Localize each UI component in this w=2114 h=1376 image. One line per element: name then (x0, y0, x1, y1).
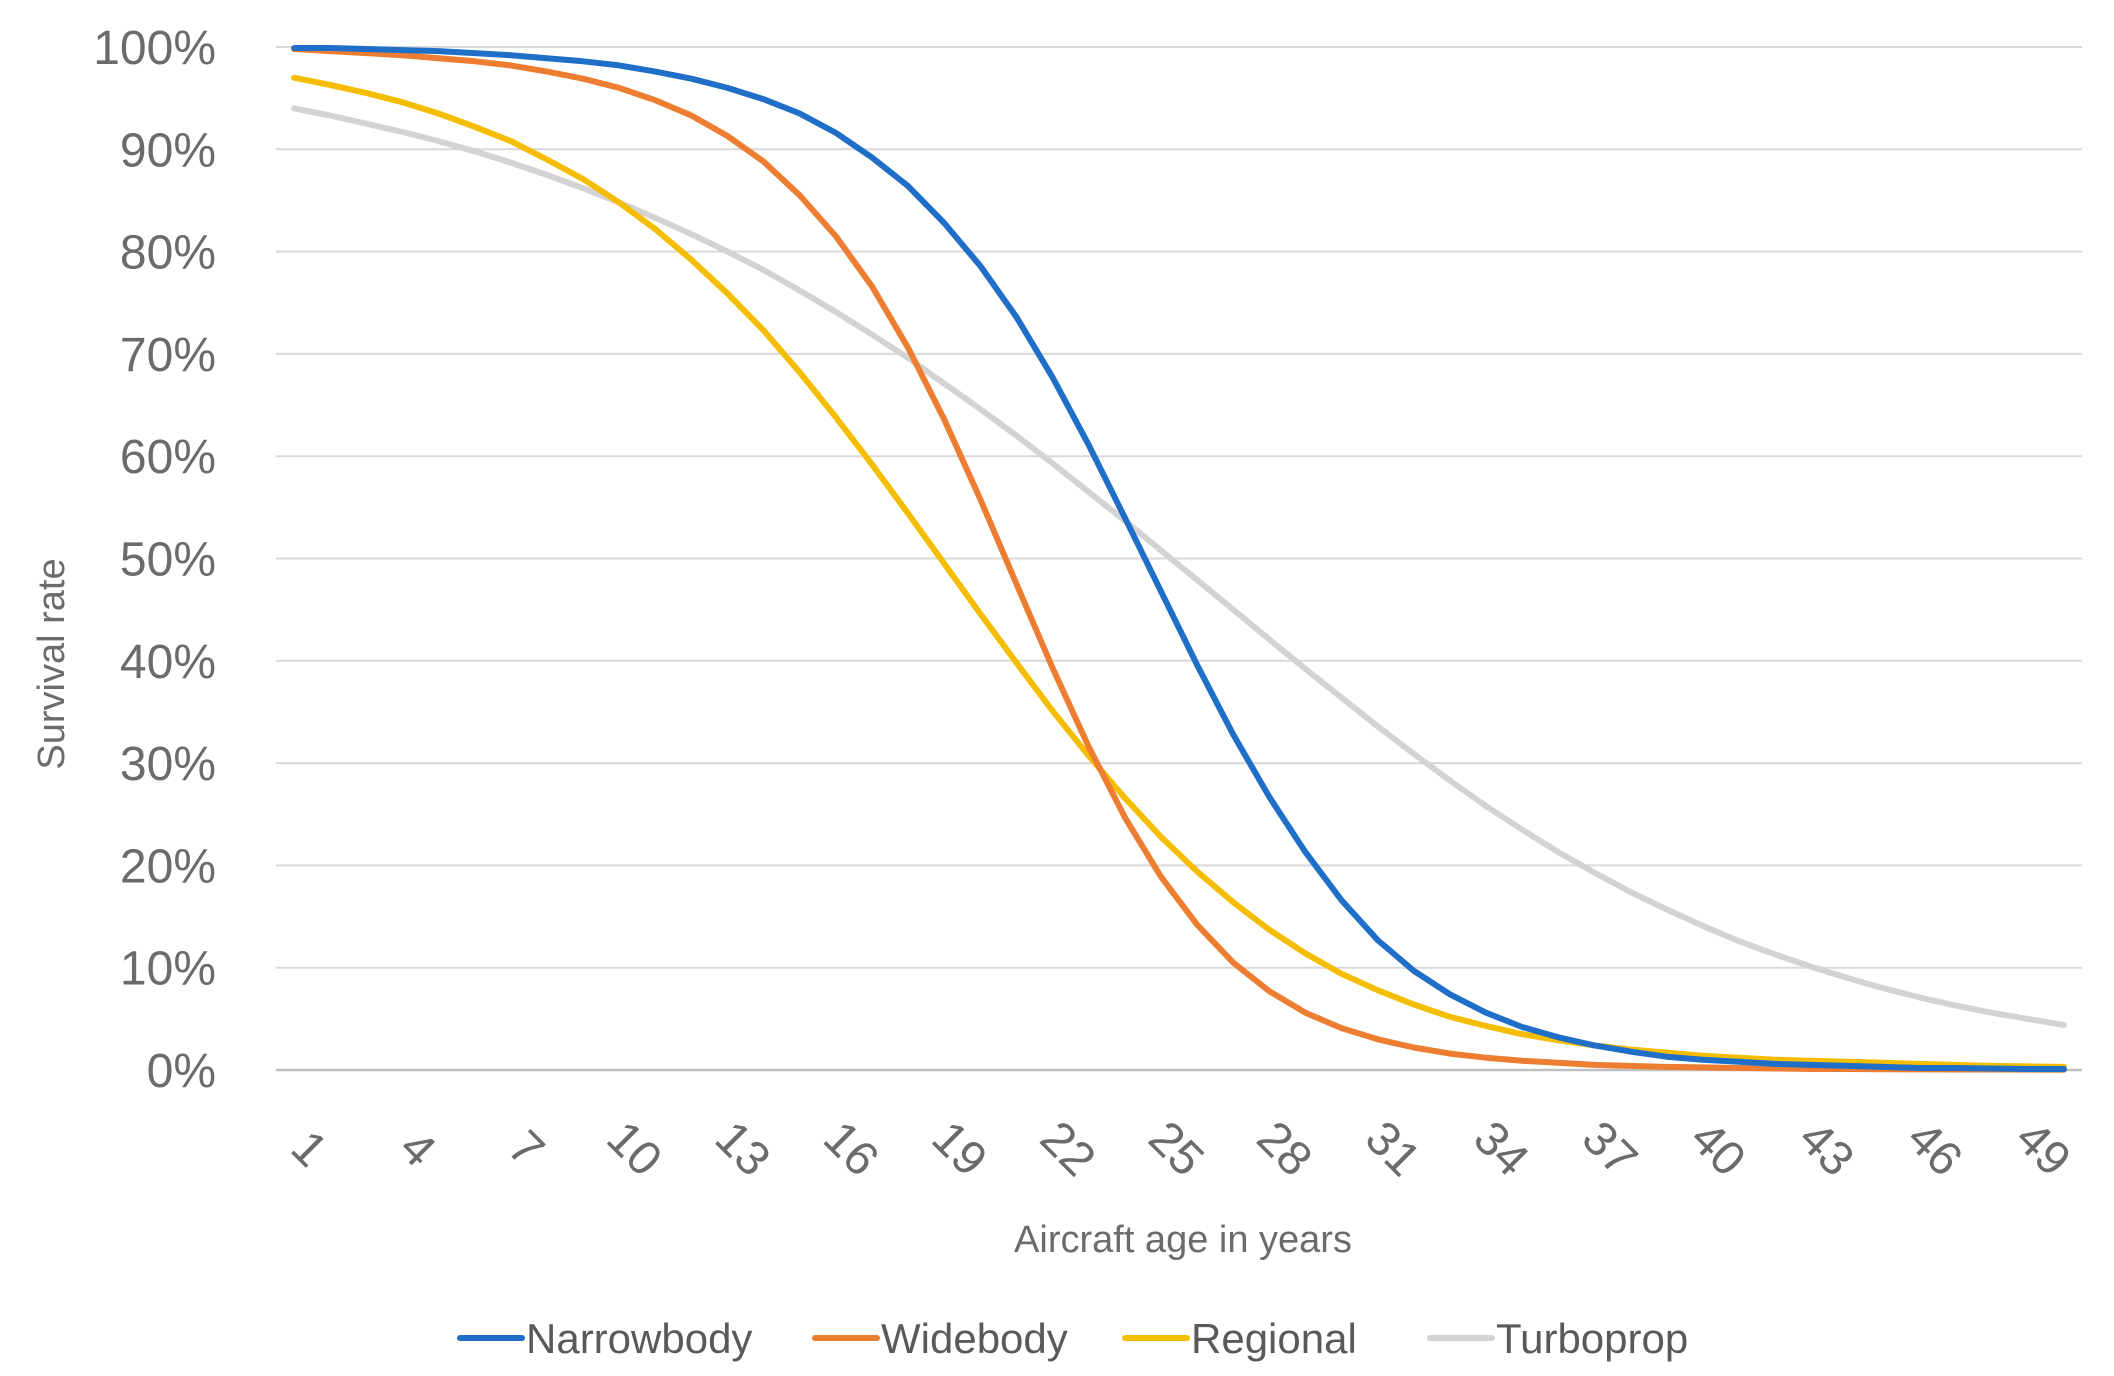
x-axis-ticks: 1 4 7 10 13 16 19 22 25 28 31 34 37 40 43 46 49 (281, 1111, 2081, 1186)
y-axis-title: Survival rate (31, 558, 73, 769)
y-tick-label: 100% (93, 22, 216, 75)
y-tick-label: 70% (120, 329, 216, 382)
x-tick-label: 40 (1680, 1111, 1755, 1186)
y-tick-label: 0% (147, 1045, 216, 1098)
x-tick-label: 31 (1355, 1111, 1430, 1186)
series-line-widebody (291, 46, 2067, 1073)
series-line-narrowbody (291, 45, 2067, 1072)
x-tick-label: 7 (498, 1121, 554, 1177)
x-tick-label: 10 (596, 1111, 671, 1186)
y-tick-label: 60% (120, 431, 216, 484)
legend-label-turboprop: Turboprop (1496, 1315, 1688, 1362)
series-line-regional (291, 74, 2067, 1070)
series-line-turboprop (291, 105, 2067, 1028)
y-tick-label: 10% (120, 943, 216, 996)
x-tick-label: 28 (1247, 1111, 1322, 1186)
y-tick-label: 30% (120, 738, 216, 791)
x-tick-label: 1 (281, 1121, 337, 1177)
x-tick-label: 37 (1572, 1111, 1647, 1186)
x-tick-label: 46 (1897, 1111, 1972, 1186)
y-tick-label: 40% (120, 636, 216, 689)
y-axis-ticks: 0% 10% 20% 30% 40% 50% 60% 70% 80% 90% 100% (93, 22, 216, 1098)
x-tick-label: 16 (813, 1111, 888, 1186)
x-tick-label: 43 (1788, 1111, 1863, 1186)
x-tick-label: 25 (1138, 1111, 1213, 1186)
legend: Narrowbody Widebody Regional Turboprop (457, 1315, 1688, 1362)
y-tick-label: 50% (120, 534, 216, 587)
legend-label-regional: Regional (1191, 1315, 1357, 1362)
x-tick-label: 19 (922, 1111, 997, 1186)
gridlines (276, 46, 2082, 1072)
y-tick-label: 90% (120, 124, 216, 177)
y-tick-label: 20% (120, 840, 216, 893)
x-tick-label: 13 (705, 1111, 780, 1186)
legend-label-narrowbody: Narrowbody (526, 1315, 752, 1362)
x-axis-title: Aircraft age in years (1014, 1219, 1352, 1261)
x-tick-label: 4 (389, 1121, 445, 1177)
x-tick-label: 34 (1463, 1111, 1538, 1186)
y-tick-label: 80% (120, 227, 216, 280)
x-tick-label: 49 (2005, 1111, 2080, 1186)
legend-label-widebody: Widebody (881, 1315, 1068, 1362)
x-tick-label: 22 (1030, 1111, 1105, 1186)
series-lines (291, 45, 2067, 1073)
